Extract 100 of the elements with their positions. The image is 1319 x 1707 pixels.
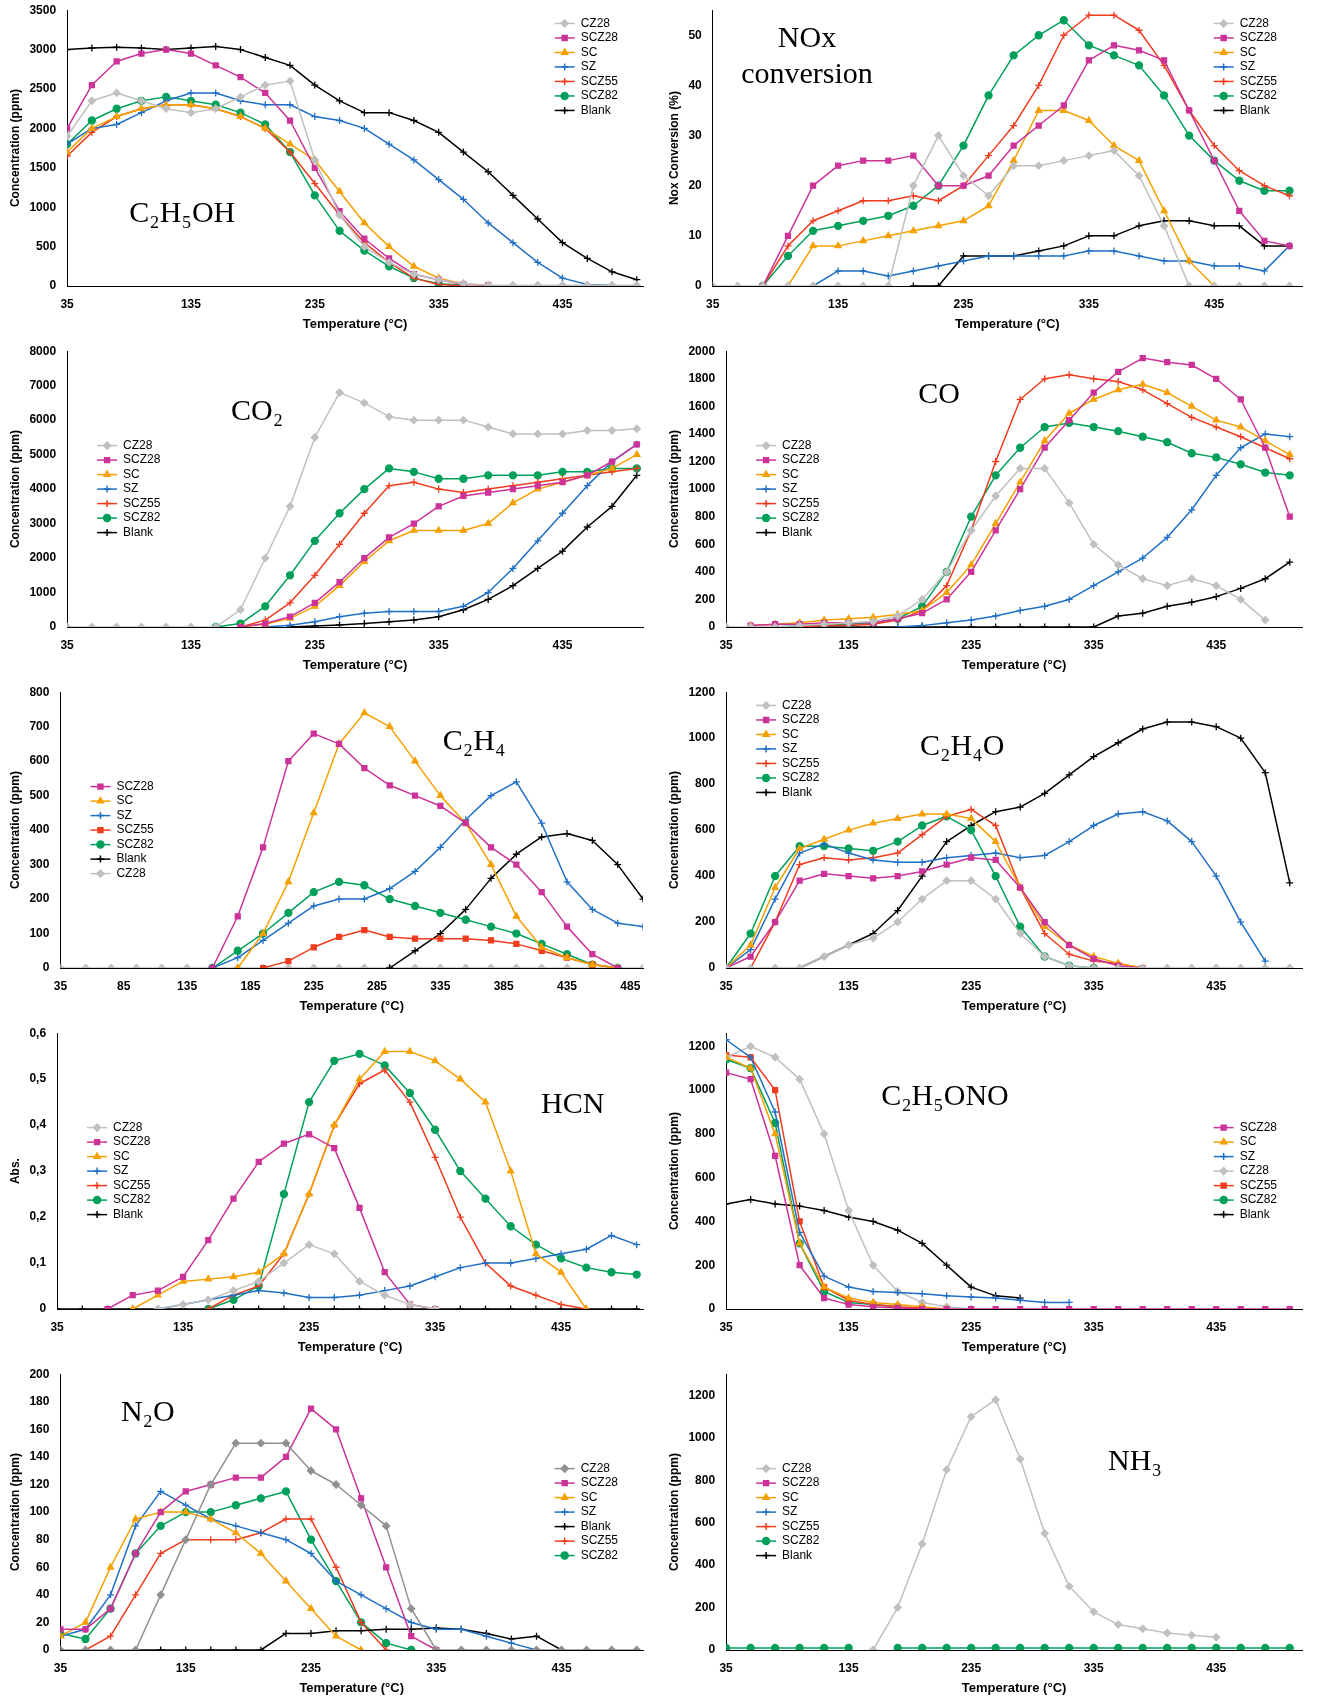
text: CO₂ (231, 392, 284, 426)
text: HCN (541, 1085, 605, 1119)
legend-label: SCZ82 (123, 510, 161, 525)
text: NH₃ (1108, 1443, 1162, 1477)
y-axis-title: Nox Conversion (%) (666, 91, 681, 206)
x-tick-label: 335 (426, 1660, 447, 1675)
y-axis-title: Concentration (ppm) (666, 1112, 681, 1231)
legend-label: SCZ55 (580, 73, 619, 88)
x-tick-label: 435 (552, 637, 573, 652)
y-tick-label: 300 (29, 856, 50, 871)
x-tick-label: 435 (1206, 978, 1227, 993)
legend-label: SC (782, 466, 800, 481)
x-tick-label: 35 (719, 1319, 734, 1334)
legend-label: SCZ28 (782, 452, 820, 467)
y-tick-label: 0,4 (29, 1117, 47, 1132)
legend-label: SCZ28 (580, 1475, 619, 1490)
x-axis-title: Temperature (°C) (299, 1679, 405, 1695)
legend-label: Blank (1239, 102, 1271, 117)
y-tick-label: 80 (36, 1531, 50, 1546)
x-axis-title: Temperature (°C) (961, 1679, 1067, 1695)
x-tick-label: 435 (551, 1660, 572, 1675)
y-tick-label: 8000 (29, 343, 57, 358)
y-tick-label: 0 (708, 1301, 716, 1316)
legend-label: CZ28 (580, 1460, 611, 1475)
y-tick-label: 0 (708, 960, 716, 975)
y-tick-label: 200 (695, 1599, 716, 1614)
x-tick-label: 235 (303, 978, 325, 993)
legend-label: SCZ28 (782, 712, 820, 727)
x-tick-label: 335 (1083, 1319, 1105, 1334)
legend-label: SC (123, 466, 141, 481)
y-tick-label: 400 (695, 1213, 716, 1228)
x-tick-label: 135 (838, 978, 859, 993)
y-tick-label: 3000 (29, 515, 57, 530)
x-tick-label: 185 (240, 978, 261, 993)
x-tick-label: 135 (180, 296, 202, 311)
y-tick-label: 1000 (688, 1430, 716, 1445)
x-tick-label: 335 (1083, 978, 1105, 993)
x-tick-label: 235 (299, 1319, 320, 1334)
x-tick-label: 335 (1078, 296, 1100, 311)
legend-label: SCZ55 (1239, 73, 1278, 88)
x-tick-label: 135 (838, 1319, 859, 1334)
legend-label: SCZ82 (580, 1547, 619, 1562)
legend-label: SCZ28 (123, 452, 161, 467)
y-tick-label: 20 (36, 1614, 50, 1629)
y-tick-label: 1200 (688, 684, 716, 699)
y-tick-label: 800 (695, 508, 716, 523)
y-tick-label: 600 (695, 536, 716, 551)
y-tick-label: 0,1 (29, 1255, 47, 1270)
y-tick-label: 2000 (29, 120, 57, 135)
y-tick-label: 40 (688, 77, 703, 92)
y-tick-label: 4000 (29, 481, 57, 496)
legend-label: SZ (580, 59, 596, 74)
y-tick-label: 0,3 (29, 1163, 47, 1178)
y-tick-label: 400 (695, 564, 716, 579)
legend-label: Blank (116, 851, 148, 866)
y-tick-label: 30 (688, 127, 703, 142)
legend-label: SCZ55 (782, 495, 820, 510)
y-axis-title: Concentration (ppm) (666, 1453, 681, 1572)
y-tick-label: 50 (688, 27, 703, 42)
y-tick-label: 180 (29, 1394, 50, 1409)
x-tick-label: 135 (177, 978, 198, 993)
y-tick-label: 5000 (29, 446, 57, 461)
y-tick-label: 1400 (688, 426, 716, 441)
legend-label: Blank (1239, 1206, 1271, 1221)
y-tick-label: 0 (39, 1301, 47, 1316)
legend-label: SCZ28 (1239, 30, 1278, 45)
legend-label: SC (580, 1489, 598, 1504)
x-tick-label: 435 (1206, 637, 1227, 652)
y-tick-label: 0 (49, 619, 57, 634)
legend-label: CZ28 (1239, 15, 1270, 30)
text: C₂H₄O (920, 728, 1005, 762)
legend-label: Blank (123, 524, 155, 539)
legend-label: SCZ55 (580, 1533, 619, 1548)
x-axis-title: Temperature (°C) (961, 656, 1067, 672)
x-tick-label: 35 (719, 637, 734, 652)
x-tick-label: 235 (300, 1660, 322, 1675)
y-axis-title: Abs. (7, 1158, 22, 1185)
legend-label: Blank (580, 102, 612, 117)
x-axis-title: Temperature (°C) (302, 315, 408, 331)
y-tick-label: 800 (695, 1126, 716, 1141)
y-tick-label: 200 (695, 1257, 716, 1272)
legend-label: CZ28 (580, 15, 611, 30)
y-tick-label: 600 (29, 753, 50, 768)
legend-label: SCZ82 (1239, 88, 1278, 103)
y-tick-label: 40 (36, 1587, 50, 1602)
y-tick-label: 600 (695, 1169, 716, 1184)
x-axis-title: Temperature (°C) (302, 656, 408, 672)
y-tick-label: 3000 (29, 41, 57, 56)
legend-label: CZ28 (782, 1460, 812, 1475)
legend-label: CZ28 (116, 865, 147, 880)
x-tick-label: 135 (838, 1660, 859, 1675)
y-tick-label: 1200 (688, 1387, 716, 1402)
legend-label: CZ28 (113, 1119, 143, 1134)
y-tick-label: 1000 (688, 1082, 716, 1097)
y-tick-label: 400 (695, 1557, 716, 1572)
y-tick-label: 1200 (688, 1038, 716, 1053)
y-axis-title: Concentration (ppm) (666, 771, 681, 890)
y-axis-title: Concentration (ppm) (7, 89, 22, 208)
y-tick-label: 20 (688, 178, 703, 193)
x-tick-label: 235 (961, 978, 982, 993)
